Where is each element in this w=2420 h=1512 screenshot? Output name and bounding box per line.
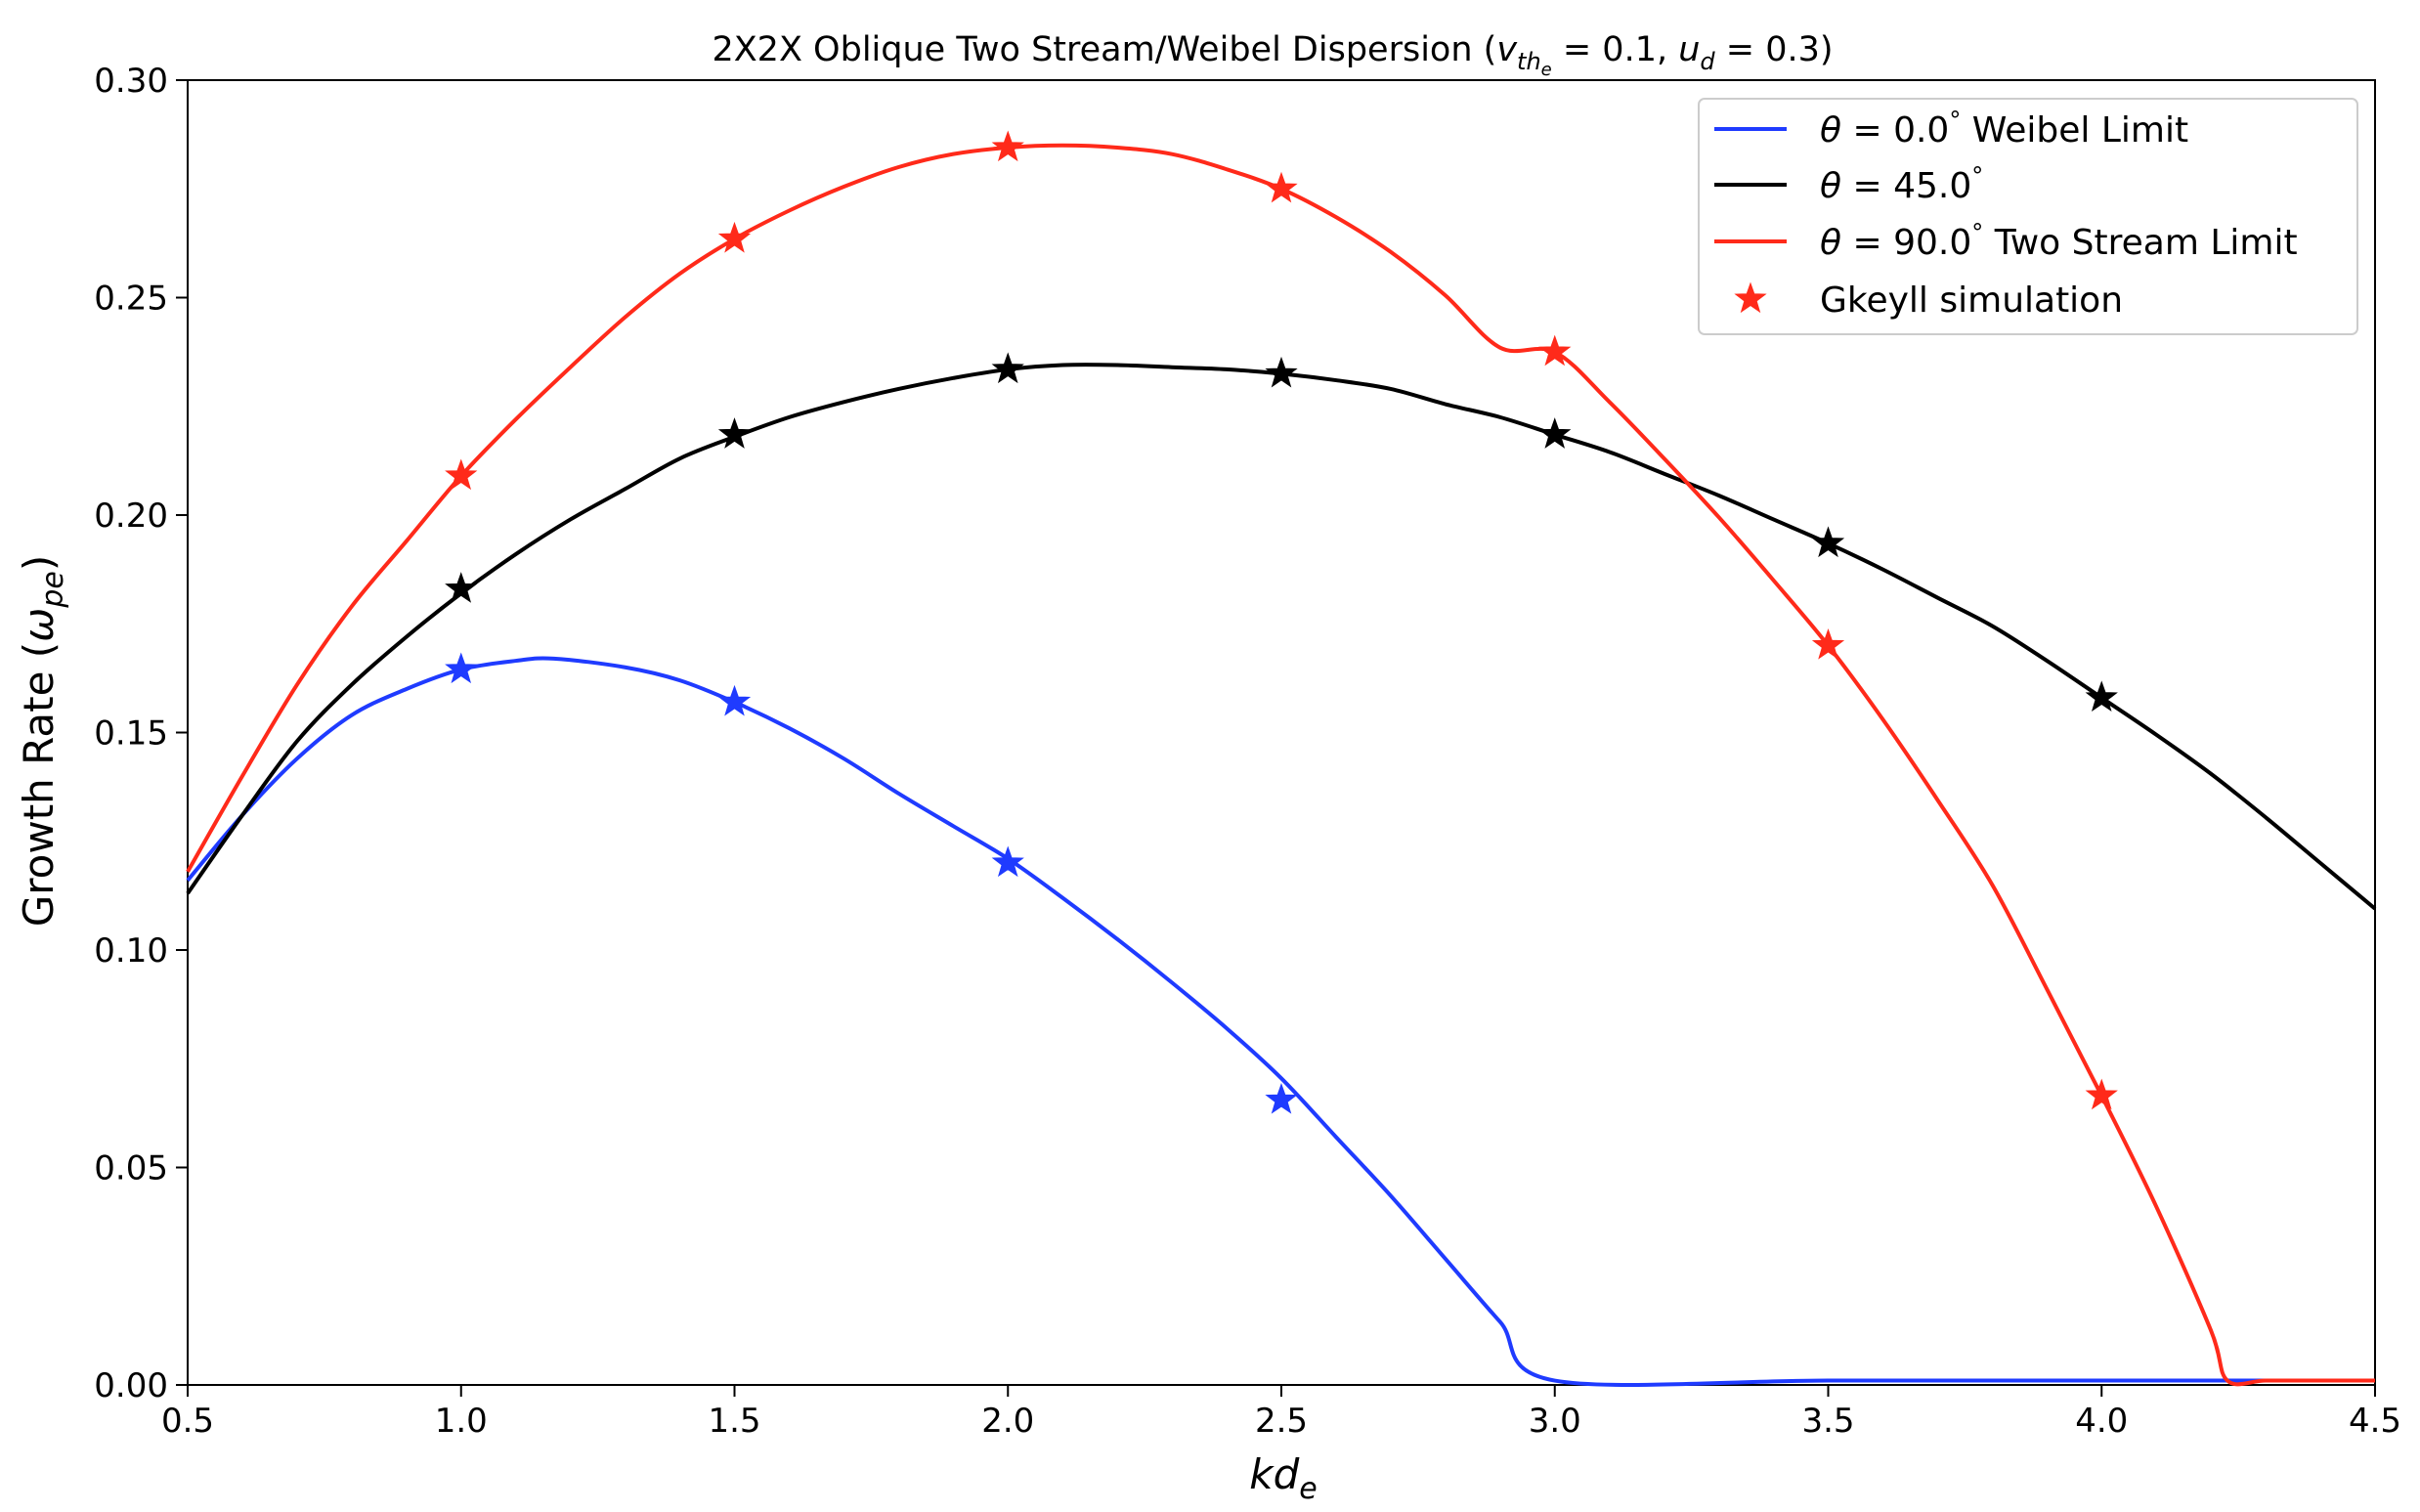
sim-point-two-stream (2085, 1078, 2118, 1110)
sim-point-oblique-45 (717, 417, 752, 449)
legend-label-two-stream: θ = 90.0° Two Stream Limit (1820, 219, 2298, 263)
y-tick-label: 0.25 (94, 280, 168, 319)
sim-point-oblique-45 (991, 352, 1024, 384)
y-tick-label: 0.10 (94, 931, 168, 971)
y-tick-label: 0.05 (94, 1149, 168, 1188)
x-axis-label: kde (1249, 1450, 1317, 1506)
legend-label-simulation: Gkeyll simulation (1820, 281, 2123, 321)
legend: θ = 0.0° Weibel Limit θ = 45.0° θ = 90.0° … (1698, 98, 2358, 335)
y-tick-label: 0.00 (94, 1366, 168, 1405)
legend-star-icon (1734, 281, 1767, 314)
sim-point-two-stream (717, 221, 752, 253)
y-tick-label: 0.15 (94, 714, 168, 754)
x-tick-label: 1.0 (435, 1402, 488, 1441)
sim-point-two-stream (445, 458, 478, 491)
sim-point-oblique-45 (2085, 680, 2118, 713)
sim-point-oblique-45 (1811, 526, 1845, 558)
x-tick-label: 1.5 (708, 1402, 760, 1441)
x-tick-label: 4.5 (2349, 1402, 2401, 1441)
x-tick-label: 2.0 (981, 1402, 1034, 1441)
legend-box (1698, 98, 2358, 335)
chart-title: 2X2X Oblique Two Stream/Weibel Dispersio… (712, 30, 1833, 80)
x-tick-label: 2.5 (1255, 1402, 1308, 1441)
axes: 0.5 1.0 1.5 2.0 2.5 3.0 3.5 4.0 4.5 0.00 0.05 0.10 0… (94, 62, 2401, 1441)
markers-layer (445, 130, 2118, 1114)
sim-point-two-stream (1811, 628, 1845, 660)
x-tick-label: 4.0 (2075, 1402, 2128, 1441)
legend-label-weibel: θ = 0.0° Weibel Limit (1820, 107, 2188, 151)
y-tick-label: 0.20 (94, 497, 168, 536)
sim-point-oblique-45 (445, 572, 478, 603)
x-tick-label: 3.5 (1801, 1402, 1854, 1441)
sim-point-oblique-45 (1538, 417, 1572, 449)
sim-point-weibel (445, 652, 478, 684)
sim-point-two-stream (1538, 334, 1572, 367)
sim-point-weibel (717, 684, 752, 716)
y-axis-label: Growth Rate (ωpe) (15, 555, 70, 927)
sim-point-two-stream (991, 130, 1024, 162)
sim-point-weibel (1265, 1083, 1298, 1114)
x-tick-label: 0.5 (161, 1402, 214, 1441)
series-line-two-stream (186, 143, 2375, 1387)
sim-point-weibel (991, 845, 1024, 878)
sim-point-oblique-45 (1265, 356, 1298, 388)
x-tick-label: 3.0 (1529, 1402, 1581, 1441)
series-line-weibel (186, 656, 2375, 1387)
series-line-oblique-45 (186, 363, 2377, 911)
legend-label-oblique-45: θ = 45.0° (1820, 162, 1983, 206)
y-tick-label: 0.30 (94, 62, 168, 101)
sim-point-two-stream (1265, 171, 1298, 203)
